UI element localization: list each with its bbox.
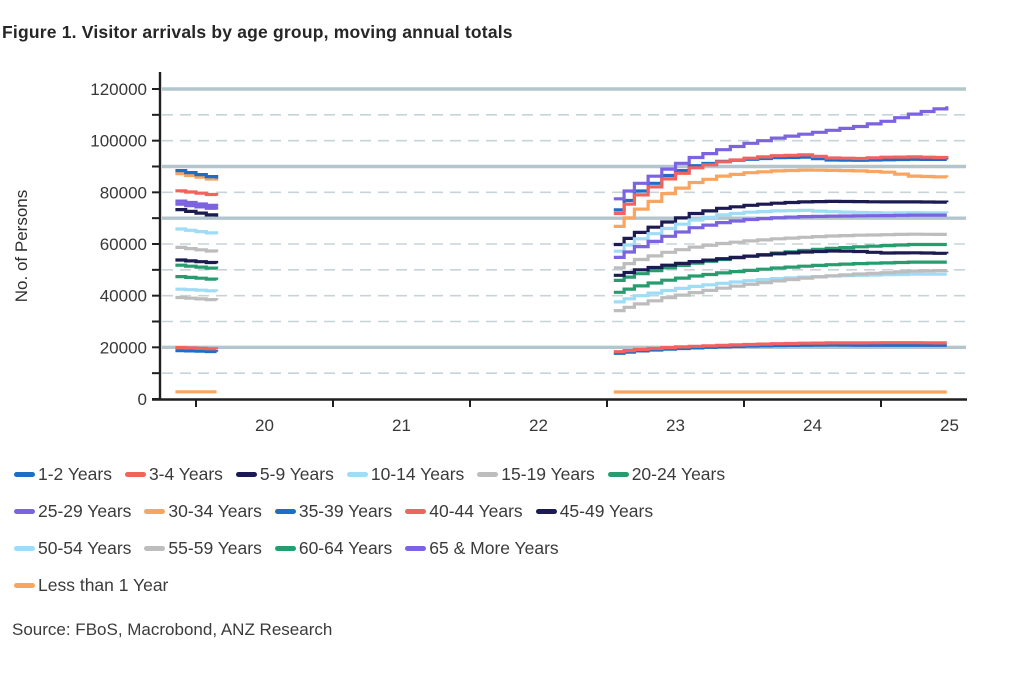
legend-label: 55-59 Years: [168, 538, 262, 558]
legend-swatch: [144, 509, 166, 514]
legend-item-25-29-years: 25-29 Years: [14, 501, 131, 522]
legend-label: 1-2 Years: [38, 464, 112, 484]
legend-label: 60-64 Years: [298, 538, 393, 558]
legend-swatch: [405, 509, 427, 514]
legend-row: Less than 1 Year: [14, 567, 1014, 604]
legend-item-55-59-years: 55-59 Years: [144, 538, 262, 559]
legend-swatch: [607, 472, 629, 477]
legend-item-40-44-years: 40-44 Years: [405, 501, 523, 522]
x-tick-label: 23: [666, 416, 685, 435]
legend-item-45-49-years: 45-49 Years: [535, 501, 654, 522]
legend-item-60-64-years: 60-64 Years: [274, 538, 393, 559]
x-tick-label: 25: [940, 416, 959, 435]
legend-item-50-54-years: 50-54 Years: [14, 538, 131, 559]
series-line-65-more-years: [175, 106, 949, 207]
series-line-30-34-years: [175, 168, 949, 228]
x-tick-label: 21: [392, 416, 411, 435]
legend-row: 25-29 Years 30-34 Years 35-39 Years 40-44 Y…: [14, 493, 1014, 530]
legend-swatch: [405, 546, 427, 551]
legend-swatch: [14, 472, 35, 477]
legend-row: 1-2 Years 3-4 Years 5-9 Years 10-14 Years 15…: [14, 456, 1014, 493]
figure-title: Figure 1. Visitor arrivals by age group,…: [2, 22, 513, 42]
legend-swatch: [535, 509, 557, 514]
series-line-10-14-years: [175, 208, 949, 253]
series-line-50-54-years: [175, 272, 947, 304]
series-line-5-9-years: [175, 199, 949, 247]
legend-swatch: [274, 509, 296, 514]
legend-label: 35-39 Years: [298, 501, 393, 521]
legend-item-20-24-years: 20-24 Years: [607, 464, 726, 485]
legend-label: 25-29 Years: [38, 501, 132, 521]
legend-label: 5-9 Years: [259, 464, 334, 484]
legend-label: 15-19 Years: [501, 464, 595, 484]
y-tick-label: 100000: [90, 132, 147, 151]
source-text: Source: FBoS, Macrobond, ANZ Research: [12, 620, 333, 639]
series-line-3-4-years: [175, 341, 947, 354]
legend-swatch: [14, 509, 35, 514]
series-line-55-59-years: [175, 269, 949, 313]
series-line-35-39-years: [175, 155, 949, 212]
series-line-45-49-years: [175, 249, 949, 277]
legend-item-65-more-years: 65 & More Years: [405, 538, 559, 559]
series-line-40-44-years: [175, 153, 949, 216]
legend-label: 30-34 Years: [168, 501, 262, 521]
axes: [152, 72, 967, 407]
series-line-60-64-years: [175, 260, 947, 294]
legend-label: 20-24 Years: [631, 464, 726, 484]
x-tick-label: 22: [529, 416, 548, 435]
legend-item-5-9-years: 5-9 Years: [235, 464, 334, 485]
legend-swatch: [235, 472, 257, 477]
legend-swatch: [346, 472, 368, 477]
legend-swatch: [144, 546, 166, 551]
chart-legend: 1-2 Years 3-4 Years 5-9 Years 10-14 Years 15…: [14, 456, 1014, 604]
legend-swatch: [477, 472, 499, 477]
legend-row: 50-54 Years 55-59 Years 60-64 Years 65 & Mo…: [14, 530, 1014, 567]
series-line-25-29-years: [175, 202, 947, 259]
legend-label: 45-49 Years: [559, 501, 654, 521]
legend-label: 40-44 Years: [429, 501, 523, 521]
legend-label: Less than 1 Year: [38, 575, 169, 595]
x-tick-label: 24: [803, 416, 822, 435]
legend-item-10-14-years: 10-14 Years: [346, 464, 465, 485]
legend-label: 3-4 Years: [148, 464, 223, 484]
y-tick-label: 80000: [100, 183, 147, 202]
y-tick-label: 60000: [100, 235, 147, 254]
legend-item-1-2-years: 1-2 Years: [14, 464, 112, 485]
legend-item-3-4-years: 3-4 Years: [124, 464, 223, 485]
series-lines: [175, 106, 949, 394]
legend-label: 10-14 Years: [370, 464, 465, 484]
legend-swatch: [14, 583, 35, 588]
legend-item-15-19-years: 15-19 Years: [477, 464, 595, 485]
y-tick-label: 40000: [100, 287, 147, 306]
y-tick-label: 120000: [90, 80, 147, 99]
series-line-15-19-years: [175, 232, 947, 270]
legend-item-less-than-1-year: Less than 1 Year: [14, 575, 168, 596]
legend-item-35-39-years: 35-39 Years: [274, 501, 393, 522]
legend-label: 50-54 Years: [38, 538, 132, 558]
legend-swatch: [274, 546, 296, 551]
y-axis-title: No. of Persons: [12, 190, 31, 302]
chart-canvas: 0 20000 40000 60000 80000 100000 120000 20 21 22 2…: [12, 72, 967, 435]
legend-label: 65 & More Years: [429, 538, 559, 558]
y-tick-label: 20000: [100, 338, 147, 357]
legend-swatch: [14, 546, 35, 551]
y-tick-label: 0: [138, 390, 147, 409]
legend-swatch: [124, 472, 146, 477]
legend-item-30-34-years: 30-34 Years: [144, 501, 262, 522]
axis-labels: 0 20000 40000 60000 80000 100000 120000 20 21 22 2…: [90, 80, 959, 435]
gridlines: [162, 87, 966, 374]
x-tick-label: 20: [255, 416, 274, 435]
